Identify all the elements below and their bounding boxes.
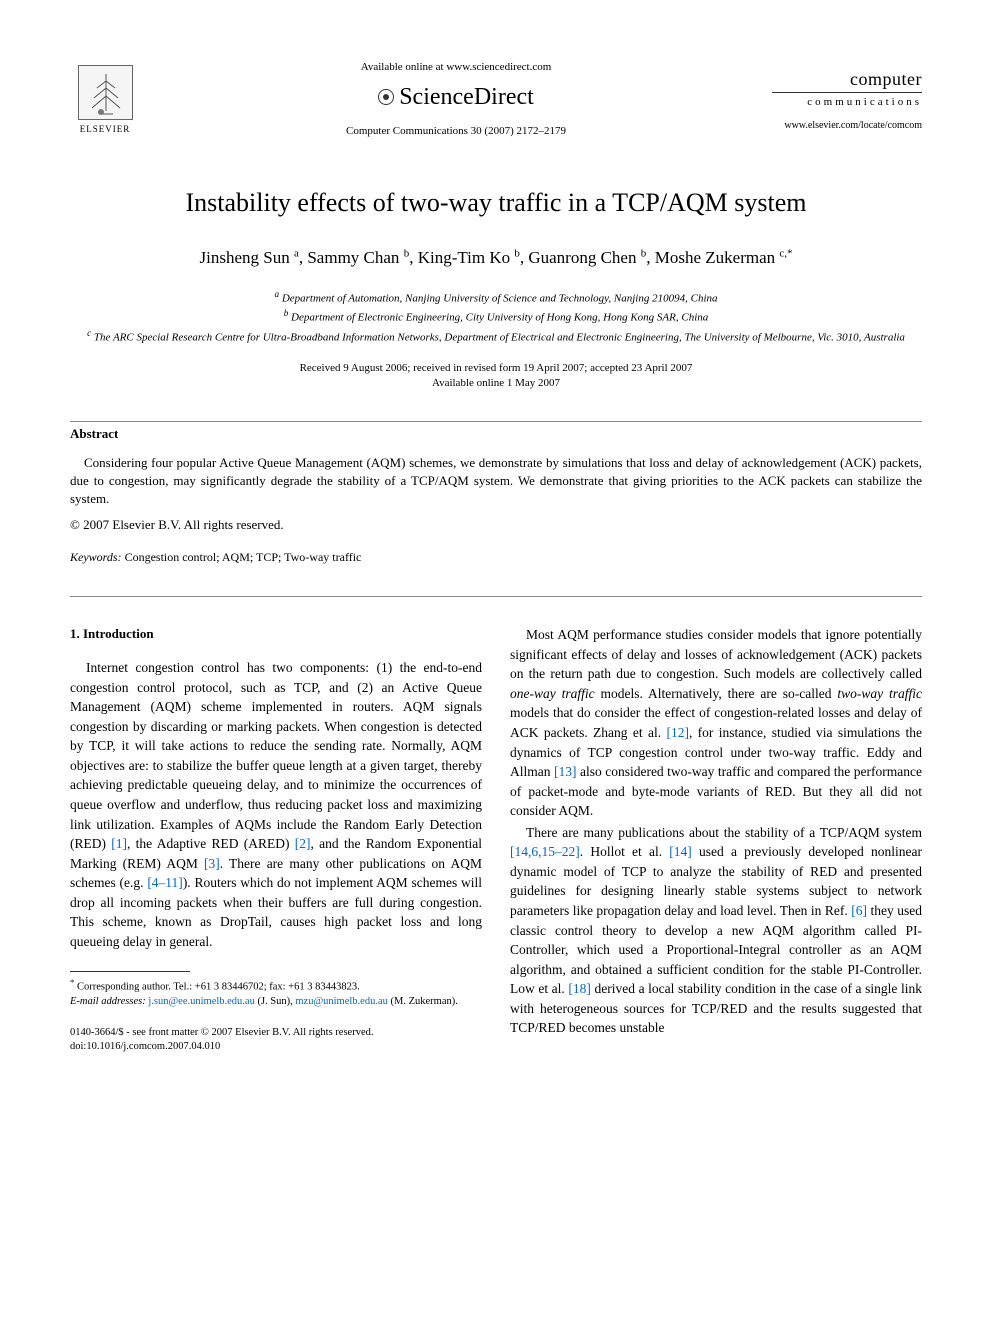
- keywords: Keywords: Congestion control; AQM; TCP; …: [70, 549, 922, 566]
- header-row: ELSEVIER Available online at www.science…: [70, 60, 922, 140]
- affiliation-a: a Department of Automation, Nanjing Univ…: [70, 288, 922, 307]
- keywords-text: Congestion control; AQM; TCP; Two-way tr…: [122, 550, 362, 564]
- author-4-affil: b: [641, 248, 647, 260]
- sciencedirect-text: ScienceDirect: [399, 84, 534, 110]
- article-title: Instability effects of two-way traffic i…: [70, 185, 922, 221]
- author-5: Moshe Zukerman: [655, 248, 775, 267]
- sciencedirect-logo: ScienceDirect: [140, 81, 772, 115]
- affiliation-b: b Department of Electronic Engineering, …: [70, 307, 922, 326]
- affiliation-c: c The ARC Special Research Centre for Ul…: [70, 327, 922, 346]
- journal-logo-title: computer: [772, 67, 922, 92]
- left-column: 1. Introduction Internet congestion cont…: [70, 625, 482, 1053]
- journal-logo: computer communications www.elsevier.com…: [772, 67, 922, 133]
- affiliation-c-text: The ARC Special Research Centre for Ultr…: [94, 331, 905, 343]
- abstract-copyright: © 2007 Elsevier B.V. All rights reserved…: [70, 516, 922, 534]
- sciencedirect-icon: [378, 89, 396, 107]
- journal-url: www.elsevier.com/locate/comcom: [772, 119, 922, 133]
- author-3: King-Tim Ko: [418, 248, 510, 267]
- elsevier-text: ELSEVIER: [80, 123, 131, 136]
- divider: [70, 596, 922, 597]
- bottom-info: 0140-3664/$ - see front matter © 2007 El…: [70, 1026, 482, 1053]
- email-1[interactable]: j.sun@ee.unimelb.edu.au: [148, 996, 254, 1007]
- ref-14-22[interactable]: [14,6,15–22]: [510, 844, 580, 859]
- journal-logo-subtitle: communications: [772, 92, 922, 110]
- intro-paragraph-3: There are many publications about the st…: [510, 823, 922, 1038]
- section-1-heading: 1. Introduction: [70, 625, 482, 644]
- center-header: Available online at www.sciencedirect.co…: [140, 60, 772, 139]
- abstract-text: Considering four popular Active Queue Ma…: [70, 454, 922, 509]
- author-5-affil: c,*: [779, 248, 792, 260]
- available-online-text: Available online at www.sciencedirect.co…: [140, 60, 772, 75]
- ref-1[interactable]: [1]: [111, 836, 127, 851]
- author-3-affil: b: [514, 248, 520, 260]
- author-2: Sammy Chan: [307, 248, 399, 267]
- affiliation-a-text: Department of Automation, Nanjing Univer…: [282, 293, 718, 305]
- ref-6[interactable]: [6]: [851, 903, 867, 918]
- footnote-separator: [70, 971, 190, 972]
- italic-oneway: one-way traffic: [510, 686, 595, 701]
- divider: [70, 421, 922, 422]
- elsevier-logo: ELSEVIER: [70, 60, 140, 140]
- italic-twoway: two-way traffic: [837, 686, 922, 701]
- intro-paragraph-2: Most AQM performance studies consider mo…: [510, 625, 922, 821]
- elsevier-tree-icon: [78, 65, 133, 120]
- email-label: E-mail addresses:: [70, 996, 146, 1007]
- authors-line: Jinsheng Sun a, Sammy Chan b, King-Tim K…: [70, 246, 922, 270]
- ref-2[interactable]: [2]: [295, 836, 311, 851]
- email-2[interactable]: mzu@unimelb.edu.au: [295, 996, 387, 1007]
- intro-paragraph-1: Internet congestion control has two comp…: [70, 658, 482, 951]
- issn-line: 0140-3664/$ - see front matter © 2007 El…: [70, 1026, 482, 1040]
- ref-13[interactable]: [13]: [554, 764, 577, 779]
- keywords-label: Keywords:: [70, 550, 122, 564]
- author-1: Jinsheng Sun: [199, 248, 289, 267]
- affiliations: a Department of Automation, Nanjing Univ…: [70, 288, 922, 345]
- ref-3[interactable]: [3]: [204, 856, 220, 871]
- corresponding-footnote: * Corresponding author. Tel.: +61 3 8344…: [70, 977, 482, 1008]
- body-columns: 1. Introduction Internet congestion cont…: [70, 625, 922, 1053]
- ref-12[interactable]: [12]: [666, 725, 689, 740]
- doi-line: doi:10.1016/j.comcom.2007.04.010: [70, 1040, 482, 1054]
- article-dates: Received 9 August 2006; received in revi…: [70, 361, 922, 392]
- ref-4-11[interactable]: [4–11]: [147, 875, 183, 890]
- abstract-heading: Abstract: [70, 425, 922, 443]
- corresponding-author: * Corresponding author. Tel.: +61 3 8344…: [70, 977, 482, 994]
- received-date: Received 9 August 2006; received in revi…: [70, 361, 922, 376]
- author-4: Guanrong Chen: [528, 248, 636, 267]
- author-1-affil: a: [294, 248, 299, 260]
- email-addresses: E-mail addresses: j.sun@ee.unimelb.edu.a…: [70, 995, 482, 1009]
- author-2-affil: b: [404, 248, 410, 260]
- ref-14[interactable]: [14]: [669, 844, 692, 859]
- right-column: Most AQM performance studies consider mo…: [510, 625, 922, 1053]
- online-date: Available online 1 May 2007: [70, 376, 922, 391]
- affiliation-b-text: Department of Electronic Engineering, Ci…: [291, 312, 708, 324]
- journal-reference: Computer Communications 30 (2007) 2172–2…: [140, 124, 772, 139]
- ref-18[interactable]: [18]: [568, 981, 591, 996]
